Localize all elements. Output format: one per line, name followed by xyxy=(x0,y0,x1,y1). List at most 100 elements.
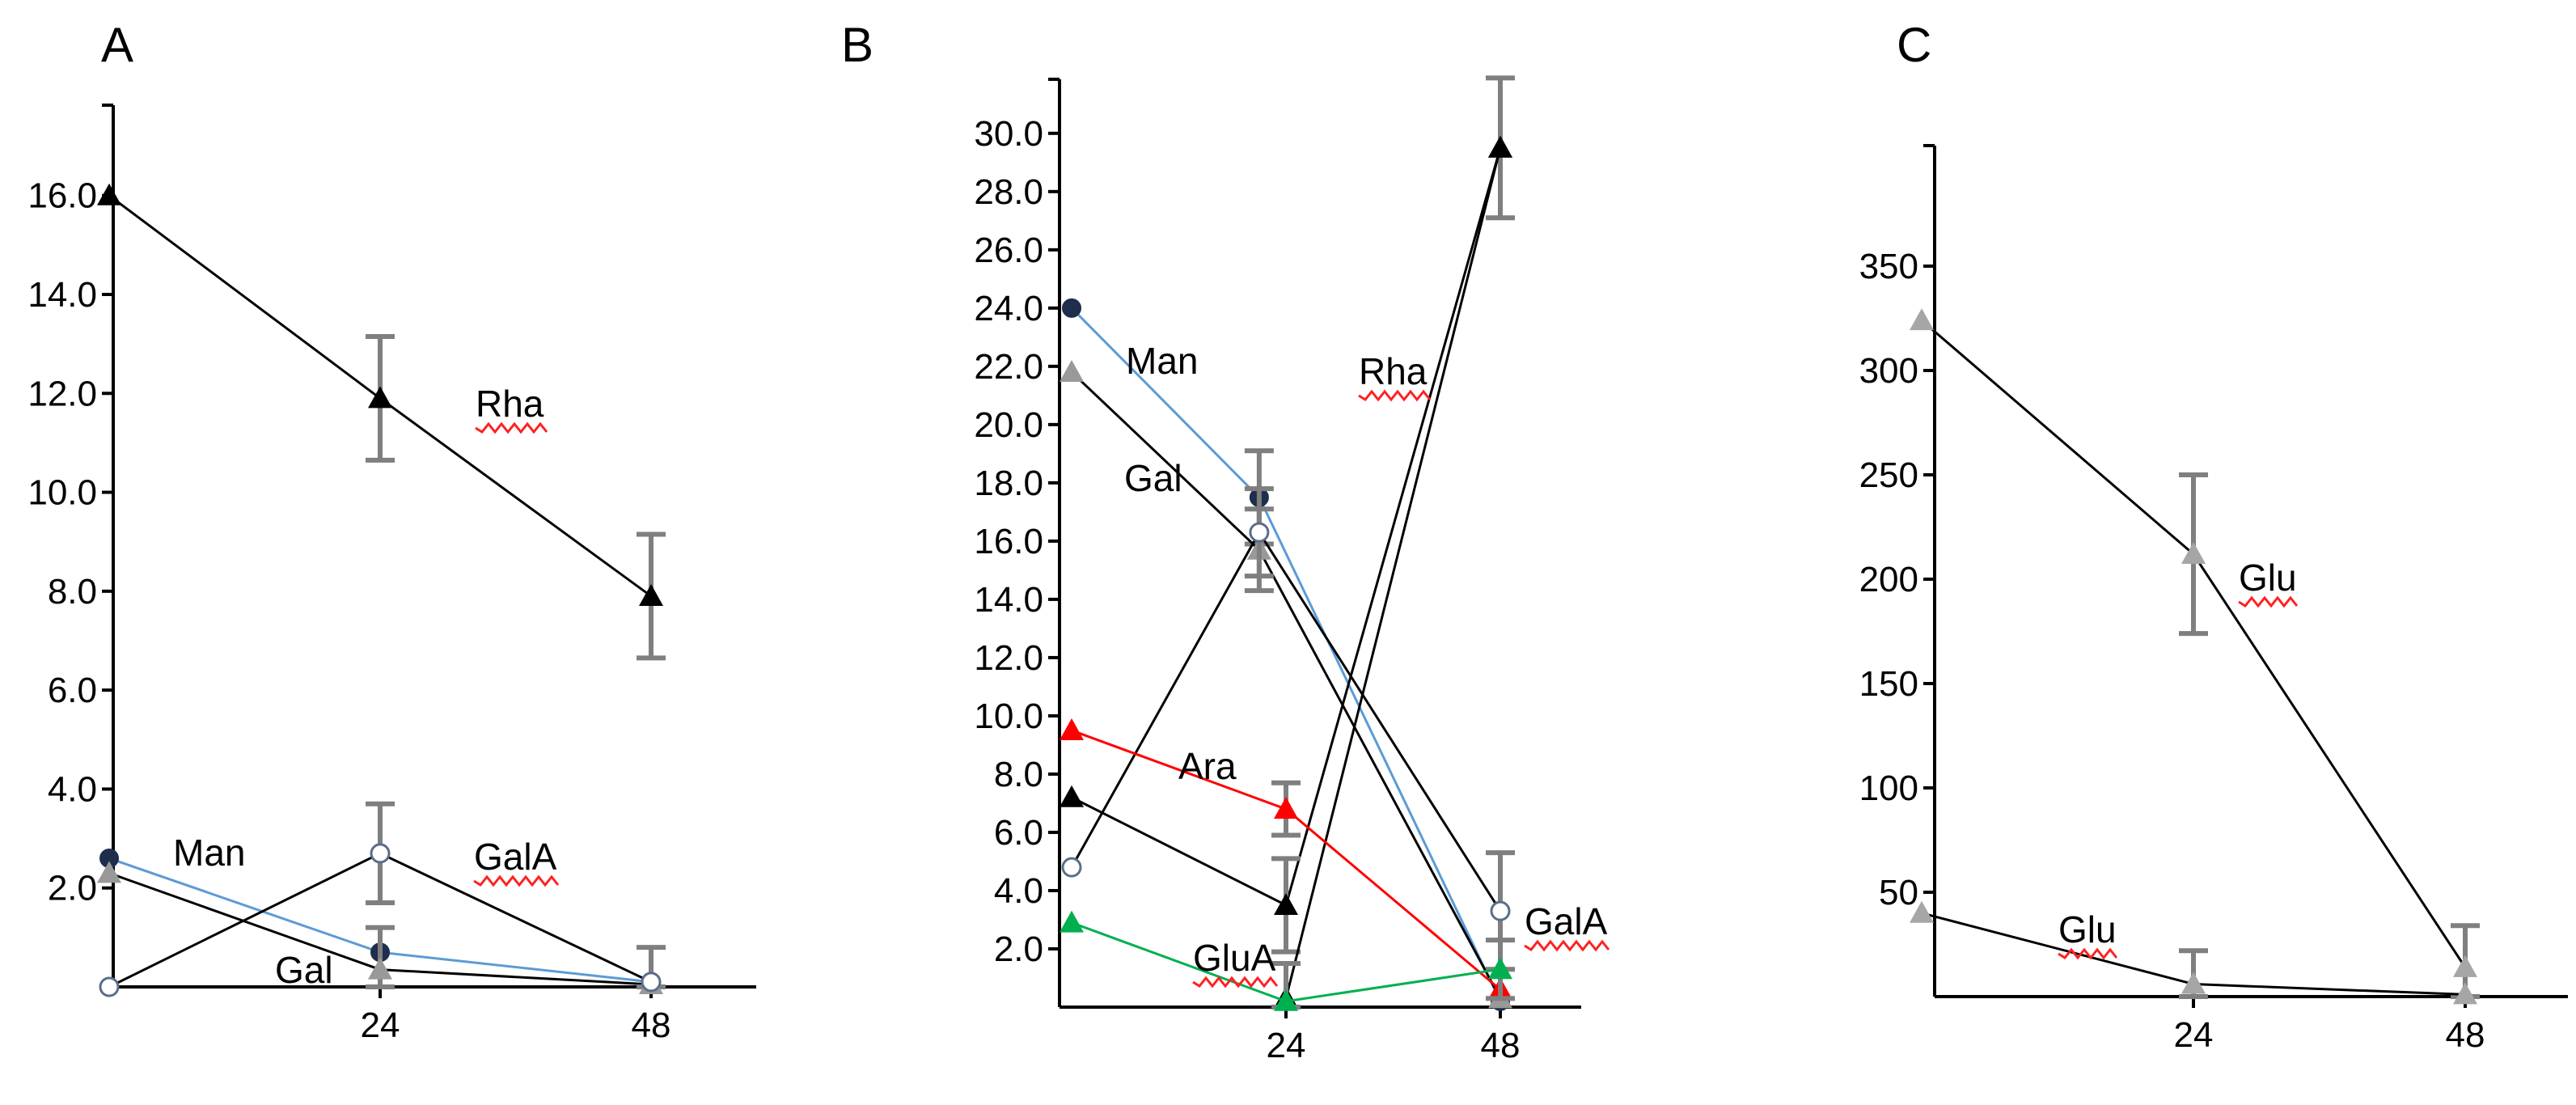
series-label: Gal xyxy=(275,949,333,991)
spellcheck-underline xyxy=(1192,976,1279,989)
y-tick-label: 12.0 xyxy=(974,638,1043,678)
series-label: Man xyxy=(1126,340,1198,382)
data-point xyxy=(1062,298,1081,318)
series-line xyxy=(1070,530,1502,912)
series-glu-low: Glu xyxy=(1910,900,2477,1005)
y-tick-label: 350 xyxy=(1859,247,1918,286)
spellcheck-underline xyxy=(2238,595,2299,608)
series-rha-early xyxy=(1274,135,1512,1009)
data-point xyxy=(641,972,662,993)
data-point xyxy=(1488,957,1512,980)
data-point xyxy=(97,861,121,883)
series-label: Glu xyxy=(2239,557,2297,599)
x-tick-label: 24 xyxy=(2174,1015,2214,1055)
series-rha: Rha xyxy=(97,183,666,661)
data-point xyxy=(1060,360,1084,383)
data-point xyxy=(2181,972,2206,994)
data-point xyxy=(370,843,391,864)
y-tick-label: 6.0 xyxy=(48,671,97,710)
data-point xyxy=(639,583,663,606)
y-tick-label: 250 xyxy=(1859,455,1918,495)
y-tick-label: 22.0 xyxy=(974,347,1043,387)
x-tick-label: 24 xyxy=(361,1006,400,1045)
panel-letter-a: A xyxy=(101,18,133,72)
series-label: Man xyxy=(173,832,245,874)
y-tick-label: 8.0 xyxy=(994,755,1043,794)
series-label: GalA xyxy=(474,836,557,878)
data-point xyxy=(1910,308,1934,331)
series-ara: Ara xyxy=(1060,718,1512,1000)
y-tick-label: 300 xyxy=(1859,351,1918,391)
data-point xyxy=(1490,900,1511,921)
series-label: GluA xyxy=(1193,937,1276,979)
series-label: Gal xyxy=(1124,457,1182,499)
y-tick-label: 2.0 xyxy=(994,929,1043,969)
series-line xyxy=(1284,147,1502,999)
y-tick-label: 18.0 xyxy=(974,464,1043,503)
series-gala: GalA xyxy=(99,801,662,997)
x-tick-label: 48 xyxy=(2446,1015,2485,1055)
y-tick-label: 24.0 xyxy=(974,289,1043,328)
y-tick-label: 100 xyxy=(1859,768,1918,808)
data-point xyxy=(1249,522,1270,543)
y-tick-label: 12.0 xyxy=(27,374,97,413)
y-tick-label: 10.0 xyxy=(974,696,1043,736)
spellcheck-underline xyxy=(1358,389,1432,402)
data-point xyxy=(368,957,392,980)
data-point xyxy=(368,386,392,409)
spellcheck-underline xyxy=(473,874,560,887)
y-tick-label: 14.0 xyxy=(974,580,1043,620)
y-tick-label: 4.0 xyxy=(994,871,1043,911)
y-tick-label: 150 xyxy=(1859,664,1918,704)
data-point xyxy=(1910,900,1934,923)
panel-b: B 2.0 4.0 6.0 8.0 10.0 12.0 14.0 16.0 18.0 20.0 22… xyxy=(841,18,1610,1065)
data-point xyxy=(1274,989,1298,1011)
y-tick-label: 16.0 xyxy=(27,176,97,216)
series-line xyxy=(1921,319,2467,968)
y-tick-label: 16.0 xyxy=(974,522,1043,561)
data-point xyxy=(1060,785,1084,807)
series-label: Glu xyxy=(2058,908,2117,950)
y-tick-label: 4.0 xyxy=(48,769,97,809)
panel-letter-c: C xyxy=(1897,18,1931,72)
series-gala: GalA xyxy=(1061,486,1610,972)
y-tick-label: 50 xyxy=(1879,873,1918,912)
data-point xyxy=(1060,910,1084,933)
y-tick-label: 26.0 xyxy=(974,231,1043,270)
data-point xyxy=(2453,982,2477,1005)
data-point xyxy=(99,976,120,997)
y-tick-label: 28.0 xyxy=(974,172,1043,212)
spellcheck-underline xyxy=(1524,939,1610,952)
series-label: Rha xyxy=(1359,350,1428,392)
y-tick-label: 8.0 xyxy=(48,572,97,612)
y-tick-label: 20.0 xyxy=(974,405,1043,445)
data-point xyxy=(1060,718,1084,740)
x-tick-label: 48 xyxy=(632,1006,671,1045)
data-point xyxy=(97,183,121,205)
series-glu: Glu xyxy=(1910,308,2480,999)
spellcheck-underline xyxy=(2058,947,2118,960)
y-tick-label: 14.0 xyxy=(27,275,97,315)
y-tick-label: 30.0 xyxy=(974,114,1043,154)
x-tick-label: 24 xyxy=(1267,1026,1306,1065)
series-label: GalA xyxy=(1525,900,1608,942)
data-point xyxy=(2453,955,2477,977)
data-point xyxy=(1274,892,1298,915)
data-point xyxy=(1488,135,1512,158)
y-tick-label: 2.0 xyxy=(48,869,97,908)
panel-letter-b: B xyxy=(841,18,873,72)
spellcheck-underline xyxy=(475,421,548,434)
panel-a: A 2.0 4.0 6.0 8.0 10.0 12.0 14.0 16.0 24 48 Rha Man… xyxy=(27,18,756,1045)
data-point xyxy=(1061,857,1082,878)
y-tick-label: 6.0 xyxy=(994,813,1043,853)
data-point xyxy=(1274,797,1298,819)
y-tick-label: 10.0 xyxy=(27,473,97,513)
series-label: Ara xyxy=(1178,745,1237,787)
x-tick-label: 48 xyxy=(1481,1026,1521,1065)
data-point xyxy=(2181,542,2206,565)
y-tick-label: 200 xyxy=(1859,560,1918,599)
series-label: Rha xyxy=(476,383,544,425)
series-glua: GluA xyxy=(1060,910,1515,1011)
panel-c: C 50 100 150 200 250 300 350 24 48 Glu Glu xyxy=(1859,18,2568,1055)
